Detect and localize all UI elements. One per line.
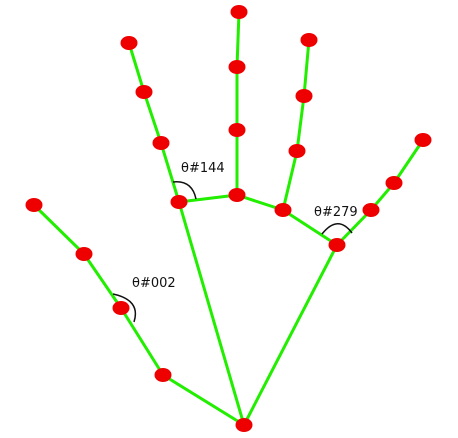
joint-middle1 bbox=[228, 188, 246, 202]
bone-pinky1-pinky2 bbox=[335, 208, 373, 247]
joint-ring3 bbox=[295, 89, 313, 103]
bone-ring3-ring4 bbox=[302, 38, 311, 98]
joint-thumb3 bbox=[75, 247, 93, 261]
bone-index1-index2 bbox=[159, 141, 181, 204]
bones-layer bbox=[32, 10, 425, 427]
joint-middle4 bbox=[230, 5, 248, 19]
angle-labels-layer: θ#144 θ#279 θ#002 bbox=[132, 161, 358, 291]
bone-ring1-ring2 bbox=[281, 149, 299, 212]
angle-label-ring-mcp: θ#279 bbox=[314, 205, 358, 220]
bone-index3-index4 bbox=[127, 41, 146, 94]
angle-label-index-mcp: θ#144 bbox=[181, 161, 225, 176]
bone-thumb2-thumb3 bbox=[82, 252, 123, 310]
joint-middle2 bbox=[228, 123, 246, 137]
joints-layer bbox=[25, 5, 432, 432]
joint-index1 bbox=[170, 195, 188, 209]
angle-arc-index-mcp bbox=[172, 181, 197, 200]
joint-ring2 bbox=[288, 144, 306, 158]
bone-thumb3-thumb4 bbox=[32, 203, 86, 256]
angle-arc-ring-mcp bbox=[321, 223, 353, 235]
bone-index2-index3 bbox=[142, 90, 163, 145]
angle-label-thumb-ip: θ#002 bbox=[132, 276, 176, 291]
joint-pinky4 bbox=[414, 133, 432, 147]
bone-wrist-index1 bbox=[177, 200, 246, 427]
bone-ring2-ring3 bbox=[295, 94, 306, 153]
joint-thumb4 bbox=[25, 198, 43, 212]
joint-thumb1 bbox=[154, 368, 172, 382]
joint-ring1 bbox=[274, 203, 292, 217]
angle-arc-thumb-ip bbox=[112, 293, 137, 323]
bone-wrist-thumb1 bbox=[161, 373, 246, 427]
joint-index3 bbox=[135, 85, 153, 99]
joint-thumb2 bbox=[112, 301, 130, 315]
joint-index2 bbox=[152, 136, 170, 150]
joint-index4 bbox=[120, 36, 138, 50]
joint-wrist bbox=[235, 418, 253, 432]
joint-ring4 bbox=[300, 33, 318, 47]
bone-thumb1-thumb2 bbox=[119, 306, 165, 377]
bone-ring1-pinky1 bbox=[281, 208, 339, 247]
joint-pinky1 bbox=[328, 238, 346, 252]
bone-pinky3-pinky4 bbox=[392, 138, 425, 185]
bone-index1-middle1 bbox=[177, 193, 239, 204]
joint-middle3 bbox=[228, 60, 246, 74]
joint-pinky2 bbox=[362, 203, 380, 217]
bone-wrist-pinky1 bbox=[242, 243, 339, 427]
joint-pinky3 bbox=[385, 176, 403, 190]
bone-middle3-middle4 bbox=[235, 10, 241, 69]
angle-arcs-layer bbox=[112, 181, 353, 323]
